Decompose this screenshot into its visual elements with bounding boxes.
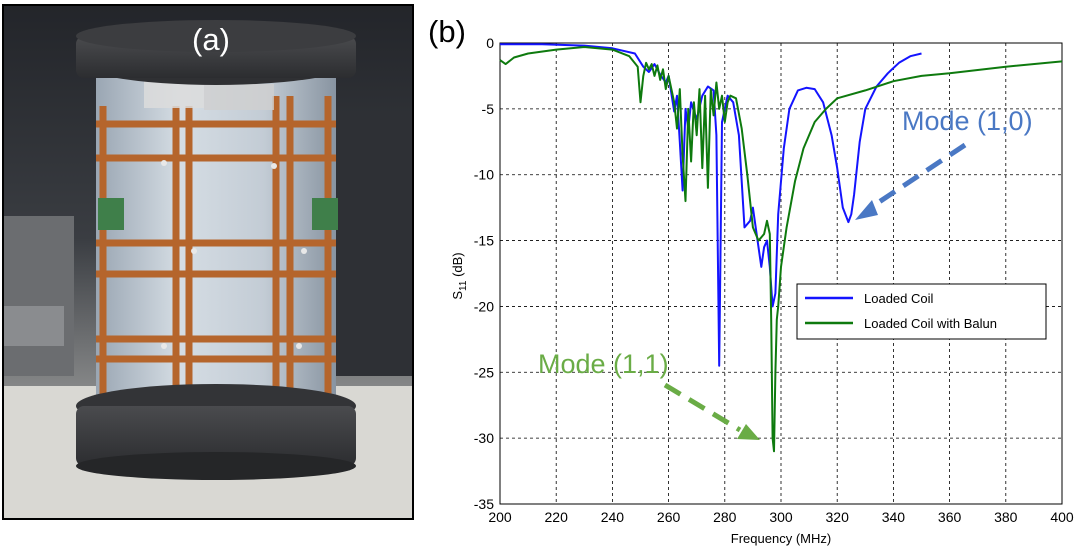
mode-10-arrow [868,142,967,211]
coil-photo [4,6,412,518]
y-tick-label: -35 [474,496,494,512]
x-tick-label: 260 [657,509,681,525]
x-axis-title: Frequency (MHz) [731,531,831,546]
y-tick-label: -25 [474,364,494,380]
y-tick-label: 0 [486,35,494,51]
x-tick-label: 320 [826,509,850,525]
x-tick-label: 380 [994,509,1018,525]
panel-b-label: (b) [428,14,466,49]
panel-a-label: (a) [192,22,230,57]
y-tick-label: -20 [474,298,494,314]
x-tick-label: 280 [713,509,737,525]
ticks: 200 220 240 260 280 300 320 340 360 380 400 0 -5 -10 -… [474,35,1074,525]
legend-box [796,283,1047,340]
mode-11-arrowhead [737,424,760,440]
legend: Loaded Coil Loaded Coil with Balun [796,283,1047,340]
mode-11-arrow [663,382,742,433]
legend-label-balun: Loaded Coil with Balun [864,316,997,331]
x-tick-label: 200 [488,509,512,525]
y-tick-label: -10 [474,167,494,183]
y-tick-label: -30 [474,430,494,446]
y-axis-title: S11 (dB) [450,252,469,299]
x-tick-label: 400 [1050,509,1074,525]
x-tick-label: 240 [601,509,625,525]
annotation-mode-11: Mode (1,1) [538,349,760,440]
x-tick-label: 300 [769,509,793,525]
y-tick-label: -5 [482,101,495,117]
mode-10-label: Mode (1,0) [902,106,1033,136]
annotation-mode-10: Mode (1,0) [855,106,1033,220]
plot-frame [499,42,1063,505]
photo-panel: (a) [2,4,414,520]
x-tick-label: 220 [545,509,569,525]
series-line-loaded-coil-balun [499,46,1063,453]
mode-11-label: Mode (1,1) [538,349,669,379]
series-layer [499,43,1063,453]
mode-10-arrowhead [855,200,878,220]
x-tick-label: 360 [938,509,962,525]
y-tick-label: -15 [474,233,494,249]
x-tick-label: 340 [882,509,906,525]
legend-label-loaded: Loaded Coil [864,291,933,306]
